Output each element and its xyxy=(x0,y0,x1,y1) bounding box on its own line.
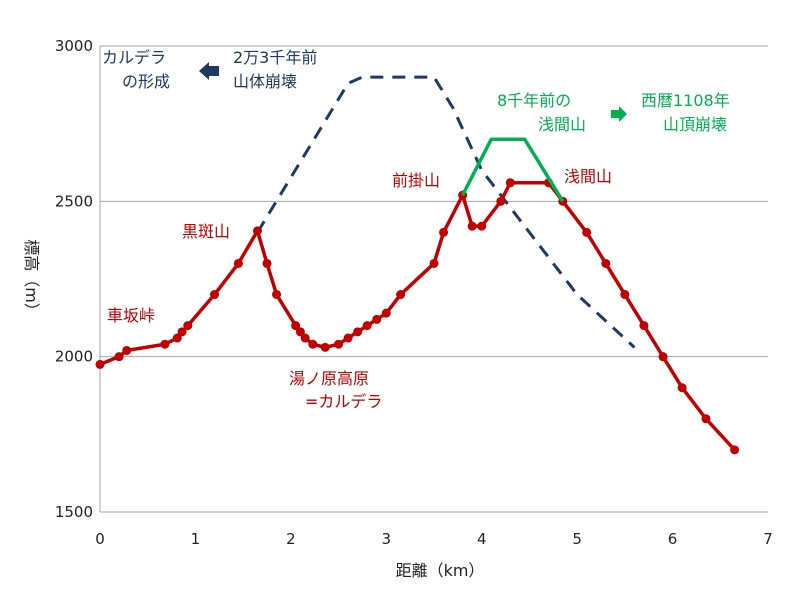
data-point xyxy=(372,314,382,324)
annotation-collapse-23k-line2: 山体崩壊 xyxy=(233,72,297,91)
data-point xyxy=(272,290,282,300)
x-tick-label: 0 xyxy=(95,530,105,548)
annotation-kurumazaka: 車坂峠 xyxy=(107,306,155,325)
data-point xyxy=(730,445,740,455)
y-tick-label: 2500 xyxy=(55,192,93,210)
annotation-kurofu: 黒斑山 xyxy=(182,222,230,241)
x-tick-label: 7 xyxy=(763,530,773,548)
x-tick-label: 3 xyxy=(382,530,392,548)
annotation-caldera-line1: カルデラ xyxy=(102,48,166,67)
x-tick-label: 2 xyxy=(286,530,296,548)
data-point xyxy=(439,227,449,237)
data-point xyxy=(477,221,487,231)
x-tick-label: 6 xyxy=(668,530,678,548)
data-point xyxy=(467,221,477,231)
data-point xyxy=(620,290,630,300)
y-axis-title: 標高（m） xyxy=(22,239,41,319)
series-line-ancient-profile xyxy=(256,75,636,349)
data-point xyxy=(496,196,506,206)
data-point xyxy=(233,258,243,268)
data-point xyxy=(353,327,363,337)
annotation-yunomaru-line2: =カルデラ xyxy=(305,392,382,411)
annotation-collapse-1108-line2: 山頂崩壊 xyxy=(663,115,727,134)
data-point xyxy=(658,352,668,362)
x-tick-label: 1 xyxy=(191,530,201,548)
annotation-yunomaru-line1: 湯ノ原高原 xyxy=(289,369,369,388)
data-point xyxy=(429,258,439,268)
annotation-collapse-23k-line1: 2万3千年前 xyxy=(233,48,317,67)
data-point xyxy=(252,226,262,236)
data-point xyxy=(505,178,515,188)
series-layer xyxy=(95,75,740,455)
annotation-collapse-1108-line1: 西暦1108年 xyxy=(641,91,730,110)
data-point xyxy=(210,290,220,300)
annotation-asama-8k-line2: 浅間山 xyxy=(538,115,586,134)
annotation-asama-8k-line1: 8千年前の xyxy=(497,91,571,110)
data-point xyxy=(114,352,124,362)
y-tick-label: 2000 xyxy=(55,348,93,366)
annotation-asama: 浅間山 xyxy=(564,167,612,186)
annotation-caldera-line2: の形成 xyxy=(122,72,170,91)
data-point xyxy=(601,258,611,268)
x-tick-label: 4 xyxy=(477,530,487,548)
data-point xyxy=(362,321,372,331)
data-point xyxy=(639,321,649,331)
data-point xyxy=(343,333,353,343)
data-point xyxy=(295,327,305,337)
x-axis-ticks: 0 1 2 3 4 5 6 7 xyxy=(95,530,773,548)
data-point xyxy=(701,414,711,424)
data-point xyxy=(582,227,592,237)
data-point xyxy=(677,383,687,393)
x-axis-title: 距離（km） xyxy=(396,561,485,580)
series-line-8000-years-ago-asama xyxy=(461,137,565,203)
data-point xyxy=(177,327,187,337)
y-tick-label: 1500 xyxy=(55,503,93,521)
y-axis-ticks: 1500 2000 2500 3000 xyxy=(55,37,93,521)
data-point xyxy=(160,339,170,349)
data-point xyxy=(172,333,182,343)
annotation-maekake: 前掛山 xyxy=(392,171,440,190)
data-point xyxy=(308,339,318,349)
y-tick-label: 3000 xyxy=(55,37,93,55)
data-point xyxy=(334,339,344,349)
data-point xyxy=(262,258,272,268)
data-point xyxy=(122,345,132,355)
gridlines xyxy=(100,45,768,513)
arrow-left-icon xyxy=(199,62,219,80)
arrow-right-icon xyxy=(611,106,627,122)
data-point xyxy=(183,321,193,331)
data-point xyxy=(95,359,105,369)
data-point xyxy=(396,290,406,300)
data-point xyxy=(300,333,310,343)
data-point xyxy=(381,308,391,318)
data-point xyxy=(320,342,330,352)
x-tick-label: 5 xyxy=(572,530,582,548)
data-point xyxy=(291,321,301,331)
